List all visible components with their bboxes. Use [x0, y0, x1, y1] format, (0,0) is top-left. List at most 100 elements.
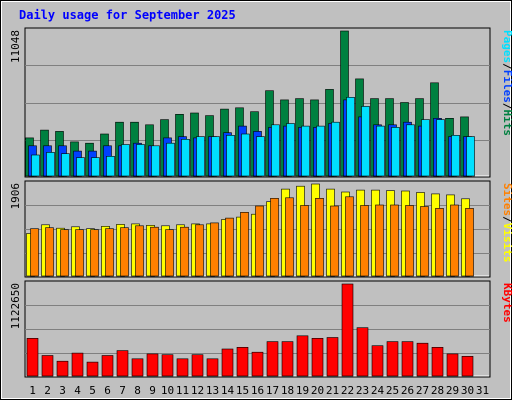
bar-pages [331, 121, 340, 177]
bar-kbytes [461, 355, 474, 377]
bar-kbytes [251, 351, 264, 377]
bar-pages [346, 97, 355, 177]
day-label: 17 [266, 384, 279, 397]
chart-title: Daily usage for September 2025 [19, 8, 236, 22]
bar-sites [390, 204, 399, 277]
bar-kbytes [236, 346, 249, 377]
bar-pages [316, 125, 325, 177]
bar-sites [450, 204, 459, 277]
bar-sites [285, 197, 294, 277]
bar-pages [466, 136, 475, 177]
day-label: 30 [461, 384, 474, 397]
legend-entry: / [501, 216, 512, 223]
bar-pages [241, 133, 250, 177]
legend-entry: Hits [501, 110, 512, 137]
bar-sites [60, 229, 69, 277]
bar-sites [45, 227, 54, 277]
day-label: 15 [236, 384, 249, 397]
bar-sites [270, 198, 279, 277]
bar-sites [225, 217, 234, 277]
bar-pages [226, 135, 235, 177]
legend: KBytes [501, 283, 512, 323]
day-label: 28 [431, 384, 444, 397]
bar-kbytes [281, 341, 294, 377]
day-label: 9 [149, 384, 156, 397]
bar-sites [150, 226, 159, 277]
bar-sites [90, 229, 99, 277]
day-label: 11 [176, 384, 189, 397]
day-label: 29 [446, 384, 459, 397]
bar-sites [180, 226, 189, 277]
bar-pages [151, 145, 160, 177]
day-label: 26 [401, 384, 414, 397]
day-label: 10 [161, 384, 174, 397]
bar-sites [300, 205, 309, 277]
bar-sites [240, 212, 249, 277]
bar-kbytes [131, 358, 144, 377]
bar-kbytes [86, 361, 99, 377]
bar-kbytes [71, 352, 84, 377]
day-label: 18 [281, 384, 294, 397]
bar-pages [166, 142, 175, 177]
day-label: 16 [251, 384, 264, 397]
bar-pages [436, 119, 445, 177]
panel-kbytes: 1122650 KBytes [9, 280, 512, 378]
day-label: 4 [74, 384, 81, 397]
bar-pages [196, 136, 205, 177]
bar-sites [375, 204, 384, 277]
day-label: 20 [311, 384, 324, 397]
legend: Pages/Files/Hits [501, 30, 512, 136]
bar-kbytes [26, 337, 39, 377]
day-label: 22 [341, 384, 354, 397]
bar-kbytes [191, 354, 204, 377]
bar-sites [435, 208, 444, 277]
bar-pages [256, 136, 265, 177]
bar-kbytes [326, 337, 339, 377]
bar-sites [120, 227, 129, 277]
bar-pages [31, 154, 40, 177]
bar-kbytes [401, 341, 414, 377]
bar-kbytes [101, 355, 114, 377]
bar-sites [420, 206, 429, 277]
day-label: 1 [29, 384, 36, 397]
bar-kbytes [431, 346, 444, 377]
day-label: 13 [206, 384, 219, 397]
bar-pages [361, 106, 370, 177]
bar-sites [105, 228, 114, 277]
bar-pages [181, 139, 190, 177]
day-label: 6 [104, 384, 111, 397]
day-label: 3 [59, 384, 66, 397]
bar-sites [465, 208, 474, 277]
bar-sites [345, 196, 354, 277]
day-label: 2 [44, 384, 51, 397]
legend-entry: / [501, 103, 512, 110]
bar-pages [391, 127, 400, 177]
bar-kbytes [341, 283, 354, 377]
y-max-label: 1906 [9, 183, 22, 210]
legend-entry: Pages [501, 30, 512, 63]
bar-pages [121, 144, 130, 177]
bar-pages [211, 136, 220, 177]
bar-sites [135, 225, 144, 277]
bar-kbytes [221, 348, 234, 377]
bar-pages [106, 156, 115, 177]
bar-pages [376, 125, 385, 177]
bar-pages [91, 157, 100, 177]
bar-pages [301, 125, 310, 177]
bar-kbytes [161, 354, 174, 377]
bar-kbytes [446, 353, 459, 377]
bar-sites [30, 228, 39, 277]
chart-panels: 11048Pages/Files/Hits1906Sites/Visits112… [9, 27, 512, 378]
day-label: 23 [356, 384, 369, 397]
bar-pages [286, 123, 295, 177]
y-max-label: 11048 [9, 30, 22, 63]
legend-entry: Sites [501, 183, 512, 216]
day-label: 31 [476, 384, 489, 397]
bar-kbytes [56, 360, 69, 377]
bar-kbytes [266, 341, 279, 377]
day-label: 27 [416, 384, 429, 397]
day-label: 19 [296, 384, 309, 397]
